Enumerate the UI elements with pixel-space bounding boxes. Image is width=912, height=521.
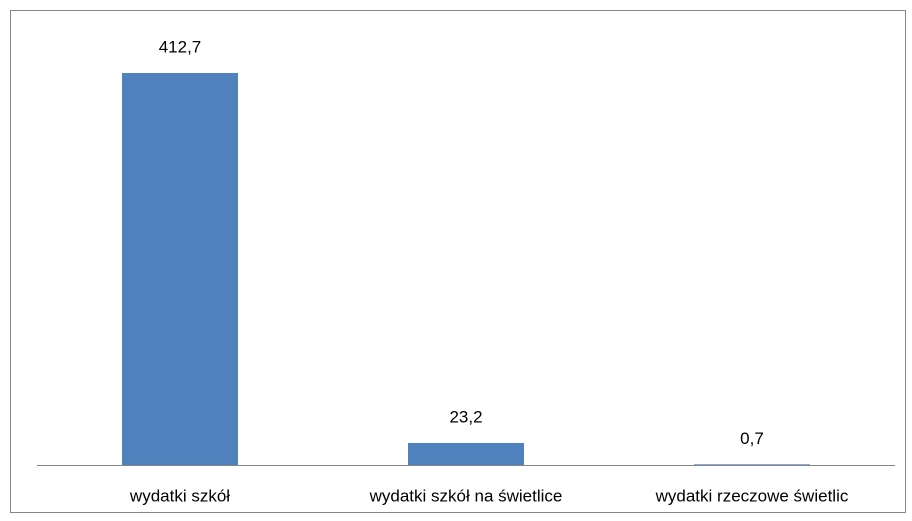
x-tick-label: wydatki rzeczowe świetlic [655,486,849,505]
data-label: 412,7 [159,37,202,56]
data-label: 23,2 [449,407,482,426]
data-label: 0,7 [740,429,764,448]
bar [408,442,524,465]
bar [694,464,810,465]
x-tick-label: wydatki szkół na świetlice [369,486,563,505]
bar [122,73,238,465]
x-tick-label: wydatki szkół [129,486,230,505]
